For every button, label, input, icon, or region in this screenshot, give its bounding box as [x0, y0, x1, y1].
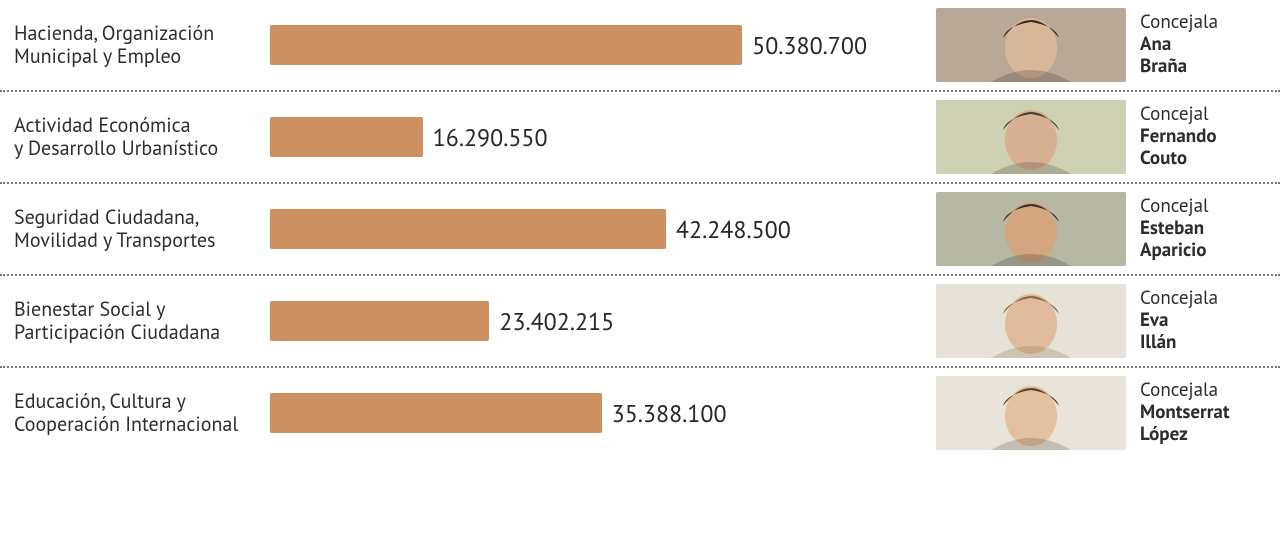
councillor-label: ConcejalaMontserratLópez	[1126, 380, 1270, 446]
bar-chart-cell: 50.380.700	[270, 25, 926, 65]
department-line1: Hacienda, Organización	[14, 22, 264, 45]
budget-value: 50.380.700	[752, 30, 867, 61]
councillor-photo	[936, 100, 1126, 174]
department-line1: Actividad Económica	[14, 114, 264, 137]
councillor-lastname: Illán	[1140, 332, 1270, 354]
bar-chart-cell: 35.388.100	[270, 393, 926, 433]
department-label: Hacienda, OrganizaciónMunicipal y Empleo	[14, 22, 270, 68]
councillor-firstname: Montserrat	[1140, 402, 1270, 424]
budget-value: 35.388.100	[612, 398, 727, 429]
budget-bar	[270, 25, 742, 65]
councillor-role: Concejala	[1140, 288, 1270, 310]
department-label: Bienestar Social yParticipación Ciudadan…	[14, 298, 270, 344]
councillor-label: ConcejalaEvaIllán	[1126, 288, 1270, 354]
councillor-label: ConcejalaAnaBraña	[1126, 12, 1270, 78]
councillor-firstname: Esteban	[1140, 218, 1270, 240]
councillor-firstname: Ana	[1140, 34, 1270, 56]
department-line2: Participación Ciudadana	[14, 321, 264, 344]
department-line1: Seguridad Ciudadana,	[14, 206, 264, 229]
councillor-role: Concejala	[1140, 12, 1270, 34]
budget-value: 23.402.215	[499, 306, 614, 337]
councillor-lastname: Aparicio	[1140, 240, 1270, 262]
bar-chart-cell: 42.248.500	[270, 209, 926, 249]
councillor-firstname: Eva	[1140, 310, 1270, 332]
budget-value: 16.290.550	[433, 122, 548, 153]
department-line2: y Desarrollo Urbanístico	[14, 137, 264, 160]
department-line2: Municipal y Empleo	[14, 45, 264, 68]
budget-row: Educación, Cultura yCooperación Internac…	[0, 368, 1280, 458]
budget-row: Seguridad Ciudadana,Movilidad y Transpor…	[0, 184, 1280, 274]
department-line1: Educación, Cultura y	[14, 390, 264, 413]
bar-chart-cell: 16.290.550	[270, 117, 926, 157]
department-line2: Movilidad y Transportes	[14, 229, 264, 252]
budget-bar	[270, 301, 489, 341]
councillor-photo	[936, 192, 1126, 266]
councillor-role: Concejal	[1140, 196, 1270, 218]
department-label: Educación, Cultura yCooperación Internac…	[14, 390, 270, 436]
councillor-label: ConcejalFernandoCouto	[1126, 104, 1270, 170]
councillor-lastname: López	[1140, 424, 1270, 446]
bar-chart-cell: 23.402.215	[270, 301, 926, 341]
councillor-role: Concejala	[1140, 380, 1270, 402]
department-label: Actividad Económicay Desarrollo Urbaníst…	[14, 114, 270, 160]
budget-bar	[270, 117, 423, 157]
budget-bar	[270, 393, 602, 433]
councillor-lastname: Braña	[1140, 56, 1270, 78]
councillor-photo	[936, 376, 1126, 450]
portrait-svg	[936, 284, 1126, 358]
department-label: Seguridad Ciudadana,Movilidad y Transpor…	[14, 206, 270, 252]
portrait-svg	[936, 192, 1126, 266]
councillor-photo	[936, 8, 1126, 82]
portrait-svg	[936, 8, 1126, 82]
budget-bar	[270, 209, 666, 249]
councillor-label: ConcejalEstebanAparicio	[1126, 196, 1270, 262]
portrait-svg	[936, 376, 1126, 450]
department-line2: Cooperación Internacional	[14, 413, 264, 436]
budget-row: Bienestar Social yParticipación Ciudadan…	[0, 276, 1280, 366]
councillor-lastname: Couto	[1140, 148, 1270, 170]
portrait-svg	[936, 100, 1126, 174]
councillor-firstname: Fernando	[1140, 126, 1270, 148]
budget-row: Actividad Económicay Desarrollo Urbaníst…	[0, 92, 1280, 182]
department-line1: Bienestar Social y	[14, 298, 264, 321]
councillor-role: Concejal	[1140, 104, 1270, 126]
budget-row: Hacienda, OrganizaciónMunicipal y Empleo…	[0, 0, 1280, 90]
councillor-photo	[936, 284, 1126, 358]
budget-value: 42.248.500	[676, 214, 791, 245]
